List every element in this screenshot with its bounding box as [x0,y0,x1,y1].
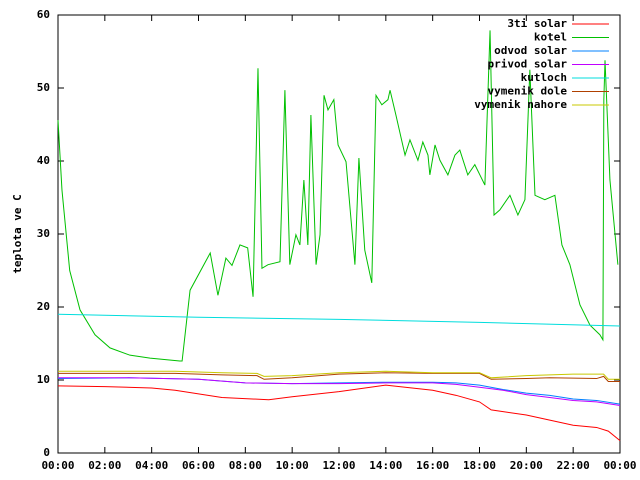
x-tick-label: 00:00 [41,459,74,472]
y-tick-label: 50 [37,81,50,94]
legend-label: kotel [534,31,567,44]
y-tick-label: 40 [37,154,50,167]
x-tick-label: 10:00 [276,459,309,472]
series-line [57,384,621,441]
x-tick-label: 08:00 [229,459,262,472]
y-tick-label: 60 [37,8,50,21]
x-tick-label: 22:00 [557,459,590,472]
y-tick-label: 30 [37,227,50,240]
legend-label: vymenik nahore [474,98,567,111]
y-tick-label: 20 [37,300,50,313]
y-axis-label: teplota ve C [11,194,24,273]
legend-label: privod solar [488,58,568,71]
x-tick-label: 20:00 [510,459,543,472]
x-tick-label: 02:00 [88,459,121,472]
series-line [58,370,620,380]
series-line [57,313,621,327]
legend-label: 3ti solar [507,17,567,30]
y-tick-label: 0 [43,446,50,459]
x-tick-label: 14:00 [369,459,402,472]
legend-label: odvod solar [494,44,567,57]
x-tick-label: 06:00 [182,459,215,472]
x-tick-label: 12:00 [322,459,355,472]
series-line [57,377,621,405]
y-tick-label: 10 [37,373,50,386]
x-tick-label: 00:00 [603,459,636,472]
series-line [57,30,619,362]
legend-label: vymenik dole [488,85,568,98]
x-tick-label: 16:00 [416,459,449,472]
x-tick-label: 04:00 [135,459,168,472]
series-line [58,377,621,407]
legend-label: kutloch [521,71,567,84]
x-tick-label: 18:00 [463,459,496,472]
series-line [58,372,620,382]
